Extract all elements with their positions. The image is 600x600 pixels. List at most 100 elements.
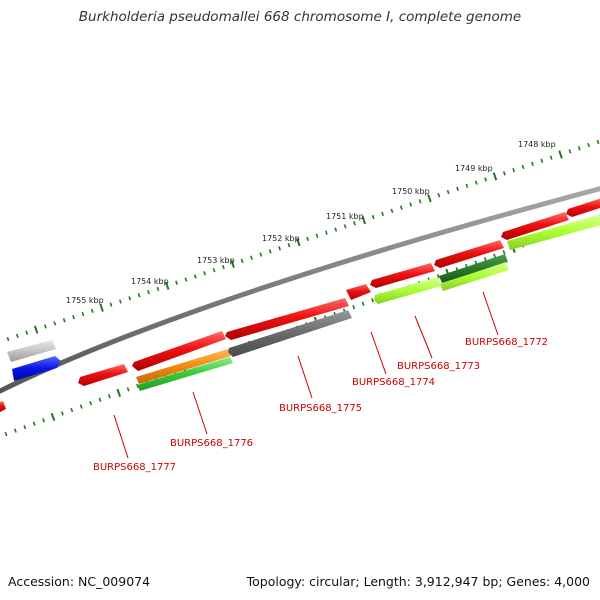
ruler-tick [474, 180, 478, 185]
ruler-tick [568, 149, 572, 154]
ruler-tick [483, 257, 487, 262]
ruler-tick [107, 394, 111, 399]
gene-label-1775: BURPS668_1775 [279, 403, 362, 414]
ruler-tick [118, 299, 122, 304]
ruler-tick [502, 250, 506, 255]
ruler-tick [250, 255, 253, 260]
cds-feature-lime[interactable] [507, 214, 600, 250]
ruler-label: 1755 kbp [66, 296, 104, 305]
ruler-tick [42, 418, 46, 423]
ruler-tick [203, 271, 207, 276]
ruler-tick [23, 425, 27, 430]
cds-feature-forward[interactable] [501, 212, 569, 240]
genome-summary-text: Topology: circular; Length: 3,912,947 bp… [246, 574, 590, 589]
ruler-tick [126, 387, 130, 392]
ruler-tick [60, 411, 64, 416]
cds-feature-blue[interactable] [12, 356, 61, 381]
ruler-tick [212, 268, 216, 273]
ruler-tick [33, 325, 39, 334]
ruler-tick [334, 227, 338, 232]
ruler-tick [6, 336, 10, 342]
ruler-tick [343, 224, 347, 229]
cds-feature-forward[interactable] [434, 240, 504, 268]
ruler-tick [13, 428, 17, 433]
ruler-tick [259, 252, 263, 257]
cds-feature-1773[interactable] [374, 277, 441, 304]
ruler-tick [587, 142, 591, 148]
ruler-labels: 1748 kbp 1749 kbp 1750 kbp 1751 kbp 1752 kbp… [66, 140, 556, 305]
ruler-tick [512, 167, 516, 173]
ruler-tick [44, 324, 47, 329]
ruler-tick [390, 208, 394, 213]
ruler-tick [32, 421, 36, 426]
ruler-tick [287, 243, 291, 248]
cds-feature-forward[interactable] [566, 198, 600, 217]
ruler-tick [418, 199, 422, 204]
ruler-tick [437, 193, 441, 198]
ruler-label: 1749 kbp [455, 164, 493, 173]
ruler-tick [540, 158, 544, 163]
cds-feature-1775[interactable] [228, 310, 352, 357]
cds-feature-forward[interactable] [132, 331, 226, 371]
ruler-tick [353, 221, 356, 226]
ruler-tick [147, 289, 150, 295]
ruler-tick [427, 194, 432, 203]
ruler-label: 1754 kbp [131, 277, 169, 286]
gene-label-1774: BURPS668_1774 [352, 377, 435, 388]
gene-label-1772: BURPS668_1772 [465, 337, 548, 348]
ruler-tick [446, 189, 450, 195]
cds-feature-1776[interactable] [136, 349, 231, 384]
ruler-tick [492, 172, 498, 181]
outer-tick-ring [6, 139, 600, 342]
ruler-tick [361, 301, 365, 306]
ruler-tick [89, 401, 93, 406]
ruler-tick [352, 305, 356, 310]
ruler-tick [128, 296, 132, 301]
cds-feature-1777[interactable] [78, 364, 128, 386]
gene-label-1776: BURPS668_1776 [170, 438, 253, 449]
ruler-tick [81, 311, 85, 317]
ruler-tick [230, 259, 235, 269]
ruler-tick [240, 258, 244, 263]
ruler-tick [50, 412, 56, 421]
cds-feature-forward[interactable] [225, 298, 349, 340]
ruler-tick [436, 274, 440, 279]
ruler-tick [164, 281, 170, 290]
cds-feature-forward[interactable] [370, 263, 435, 288]
ruler-tick [109, 302, 113, 307]
ruler-tick [222, 264, 225, 270]
cds-feature-edge[interactable] [0, 401, 6, 412]
ruler-tick [90, 308, 94, 314]
ruler-tick [325, 230, 328, 235]
ruler-tick [268, 249, 272, 254]
ruler-tick [371, 214, 375, 220]
ruler-tick [502, 171, 506, 176]
ruler-tick [156, 286, 160, 292]
ruler-tick [549, 155, 553, 160]
ruler-tick [62, 318, 66, 323]
ruler-tick [371, 298, 374, 303]
gene-label-1773: BURPS668_1773 [397, 361, 480, 372]
ruler-tick [72, 314, 75, 320]
cds-feature-1772-dark[interactable] [439, 254, 508, 283]
cds-feature-lightgrey[interactable] [7, 340, 56, 362]
ruler-tick [558, 150, 563, 159]
ruler-tick [315, 233, 319, 238]
ruler-label: 1751 kbp [326, 212, 364, 221]
ruler-tick [184, 277, 188, 282]
ruler-tick [596, 139, 600, 145]
ruler-tick [381, 211, 384, 217]
ruler-tick [15, 333, 19, 339]
ruler-tick [193, 274, 197, 279]
cds-feature-1772[interactable] [440, 262, 509, 291]
cds-feature-forward[interactable] [346, 284, 371, 300]
ruler-tick [484, 177, 488, 182]
map-title: Burkholderia pseudomallei 668 chromosome… [78, 9, 522, 25]
ruler-tick [306, 236, 310, 242]
ruler-tick [137, 293, 141, 298]
ruler-label: 1753 kbp [197, 256, 235, 265]
ruler-tick [175, 280, 178, 285]
ruler-tick [493, 253, 497, 258]
cds-feature-1776-green[interactable] [137, 357, 233, 391]
